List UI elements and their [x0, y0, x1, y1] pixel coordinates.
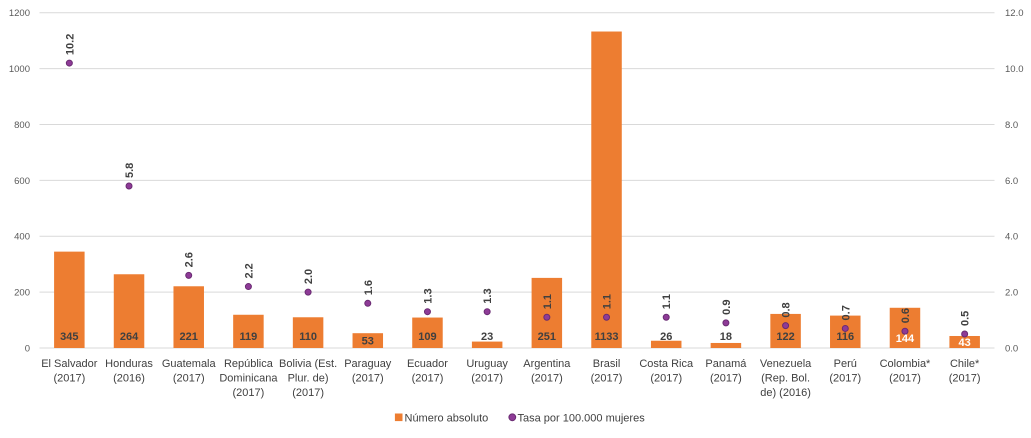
svg-text:(2017): (2017) — [412, 373, 444, 385]
svg-text:12.0: 12.0 — [1005, 8, 1024, 19]
svg-text:Ecuador: Ecuador — [407, 358, 448, 370]
svg-text:Perú: Perú — [834, 358, 857, 370]
svg-text:0: 0 — [25, 343, 30, 354]
svg-text:de) (2016): de) (2016) — [760, 387, 811, 399]
svg-text:6.0: 6.0 — [1005, 176, 1018, 187]
svg-text:Colombia*: Colombia* — [880, 358, 931, 370]
svg-text:(2017): (2017) — [889, 373, 921, 385]
svg-text:(2017): (2017) — [352, 373, 384, 385]
svg-text:(2017): (2017) — [949, 373, 981, 385]
svg-text:800: 800 — [14, 120, 30, 131]
svg-text:0.0: 0.0 — [1005, 343, 1018, 354]
svg-text:Chile*: Chile* — [950, 358, 980, 370]
svg-text:Brasil: Brasil — [593, 358, 621, 370]
svg-text:(2016): (2016) — [113, 373, 145, 385]
svg-text:26: 26 — [660, 331, 672, 343]
svg-text:Guatemala: Guatemala — [162, 358, 217, 370]
svg-text:109: 109 — [418, 331, 436, 343]
svg-text:(2017): (2017) — [233, 387, 265, 399]
svg-text:(2017): (2017) — [710, 373, 742, 385]
svg-text:1133: 1133 — [595, 331, 619, 343]
svg-text:(2017): (2017) — [829, 373, 861, 385]
svg-text:221: 221 — [180, 331, 198, 343]
svg-text:345: 345 — [60, 331, 78, 343]
svg-text:0.5: 0.5 — [960, 311, 972, 326]
svg-text:8.0: 8.0 — [1005, 120, 1018, 131]
svg-text:0.7: 0.7 — [840, 305, 852, 320]
svg-text:119: 119 — [240, 331, 258, 343]
svg-text:1.1: 1.1 — [542, 294, 554, 309]
svg-text:1.3: 1.3 — [422, 288, 434, 303]
svg-text:El Salvador: El Salvador — [41, 358, 98, 370]
svg-text:Venezuela: Venezuela — [760, 358, 812, 370]
svg-text:1.3: 1.3 — [482, 288, 494, 303]
svg-text:(2017): (2017) — [650, 373, 682, 385]
svg-text:122: 122 — [776, 331, 794, 343]
svg-text:(2017): (2017) — [531, 373, 563, 385]
svg-text:23: 23 — [481, 331, 493, 343]
svg-text:264: 264 — [120, 331, 139, 343]
svg-text:1.6: 1.6 — [363, 280, 375, 295]
svg-text:Uruguay: Uruguay — [466, 358, 508, 370]
svg-text:200: 200 — [14, 288, 30, 299]
svg-text:10.2: 10.2 — [64, 34, 76, 55]
svg-text:10.0: 10.0 — [1005, 64, 1024, 75]
svg-text:2.0: 2.0 — [1005, 288, 1018, 299]
svg-text:Tasa por 100.000 mujeres: Tasa por 100.000 mujeres — [518, 412, 646, 424]
svg-text:Dominicana: Dominicana — [219, 373, 278, 385]
svg-text:18: 18 — [720, 331, 732, 343]
svg-text:43: 43 — [959, 337, 971, 349]
svg-text:0.8: 0.8 — [781, 302, 793, 317]
svg-text:Número absoluto: Número absoluto — [405, 412, 489, 424]
svg-text:110: 110 — [299, 331, 317, 343]
svg-text:Bolivia (Est.: Bolivia (Est. — [279, 358, 337, 370]
svg-text:1.1: 1.1 — [602, 294, 614, 309]
svg-text:(2017): (2017) — [471, 373, 503, 385]
svg-text:251: 251 — [538, 331, 556, 343]
svg-text:1200: 1200 — [9, 8, 30, 19]
svg-text:(2017): (2017) — [292, 387, 324, 399]
svg-text:144: 144 — [896, 333, 915, 345]
svg-text:(Rep. Bol.: (Rep. Bol. — [761, 373, 810, 385]
svg-text:República: República — [224, 358, 274, 370]
svg-text:4.0: 4.0 — [1005, 232, 1018, 243]
svg-text:0.6: 0.6 — [900, 308, 912, 323]
svg-text:2.6: 2.6 — [184, 252, 196, 267]
svg-text:5.8: 5.8 — [124, 163, 136, 178]
svg-text:1.1: 1.1 — [661, 294, 673, 309]
svg-text:Costa Rica: Costa Rica — [639, 358, 694, 370]
svg-text:400: 400 — [14, 232, 30, 243]
svg-text:Plur. de): Plur. de) — [288, 373, 329, 385]
svg-text:Argentina: Argentina — [523, 358, 571, 370]
svg-text:600: 600 — [14, 176, 30, 187]
svg-text:2.2: 2.2 — [243, 263, 255, 278]
svg-text:53: 53 — [362, 335, 374, 347]
svg-text:1000: 1000 — [9, 64, 30, 75]
svg-text:Honduras: Honduras — [105, 358, 153, 370]
svg-text:(2017): (2017) — [591, 373, 623, 385]
svg-text:(2017): (2017) — [173, 373, 205, 385]
svg-text:0.9: 0.9 — [721, 300, 733, 315]
svg-text:Panamá: Panamá — [705, 358, 747, 370]
svg-text:Paraguay: Paraguay — [344, 358, 392, 370]
svg-text:(2017): (2017) — [53, 373, 85, 385]
svg-text:116: 116 — [836, 331, 854, 343]
svg-text:2.0: 2.0 — [303, 269, 315, 284]
